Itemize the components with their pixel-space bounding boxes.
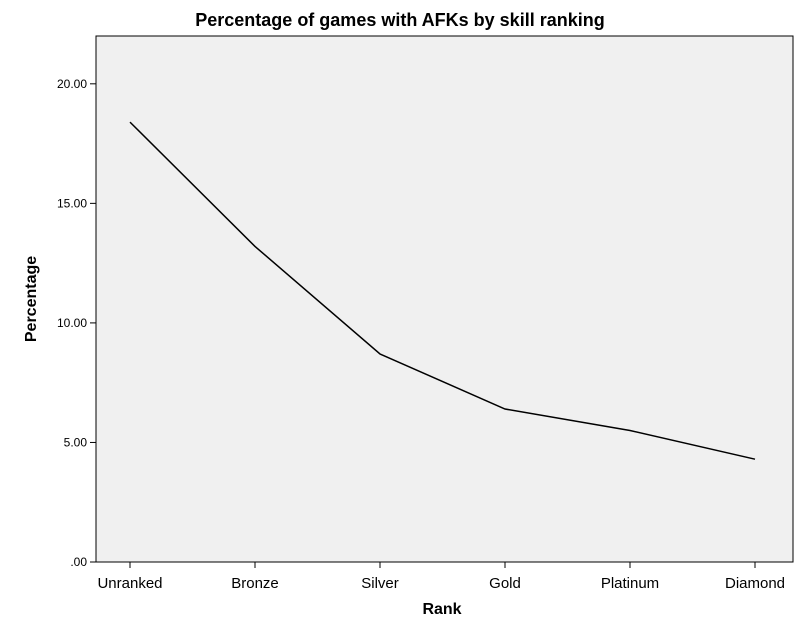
x-tick-label: Diamond [725, 575, 785, 592]
chart-title: Percentage of games with AFKs by skill r… [195, 10, 604, 30]
x-tick-label: Gold [489, 575, 521, 592]
x-tick-label: Silver [361, 575, 399, 592]
x-axis: Unranked Bronze Silver Gold Platinum Diamond [97, 562, 785, 592]
series-line [129, 121, 756, 460]
y-axis: .00 5.00 10.00 15.00 20.00 [57, 77, 96, 569]
x-tick-label: Bronze [231, 575, 279, 592]
x-tick-label: Platinum [601, 575, 659, 592]
y-axis-title: Percentage [23, 256, 40, 342]
y-tick-label: 20.00 [57, 77, 87, 91]
y-tick-label: 10.00 [57, 316, 87, 330]
y-tick-label: 5.00 [64, 435, 88, 449]
x-tick-label: Unranked [97, 575, 162, 592]
x-axis-title: Rank [422, 601, 461, 618]
y-tick-label: 15.00 [57, 196, 87, 210]
plot-area [95, 35, 794, 563]
y-tick-label: .00 [70, 555, 87, 569]
